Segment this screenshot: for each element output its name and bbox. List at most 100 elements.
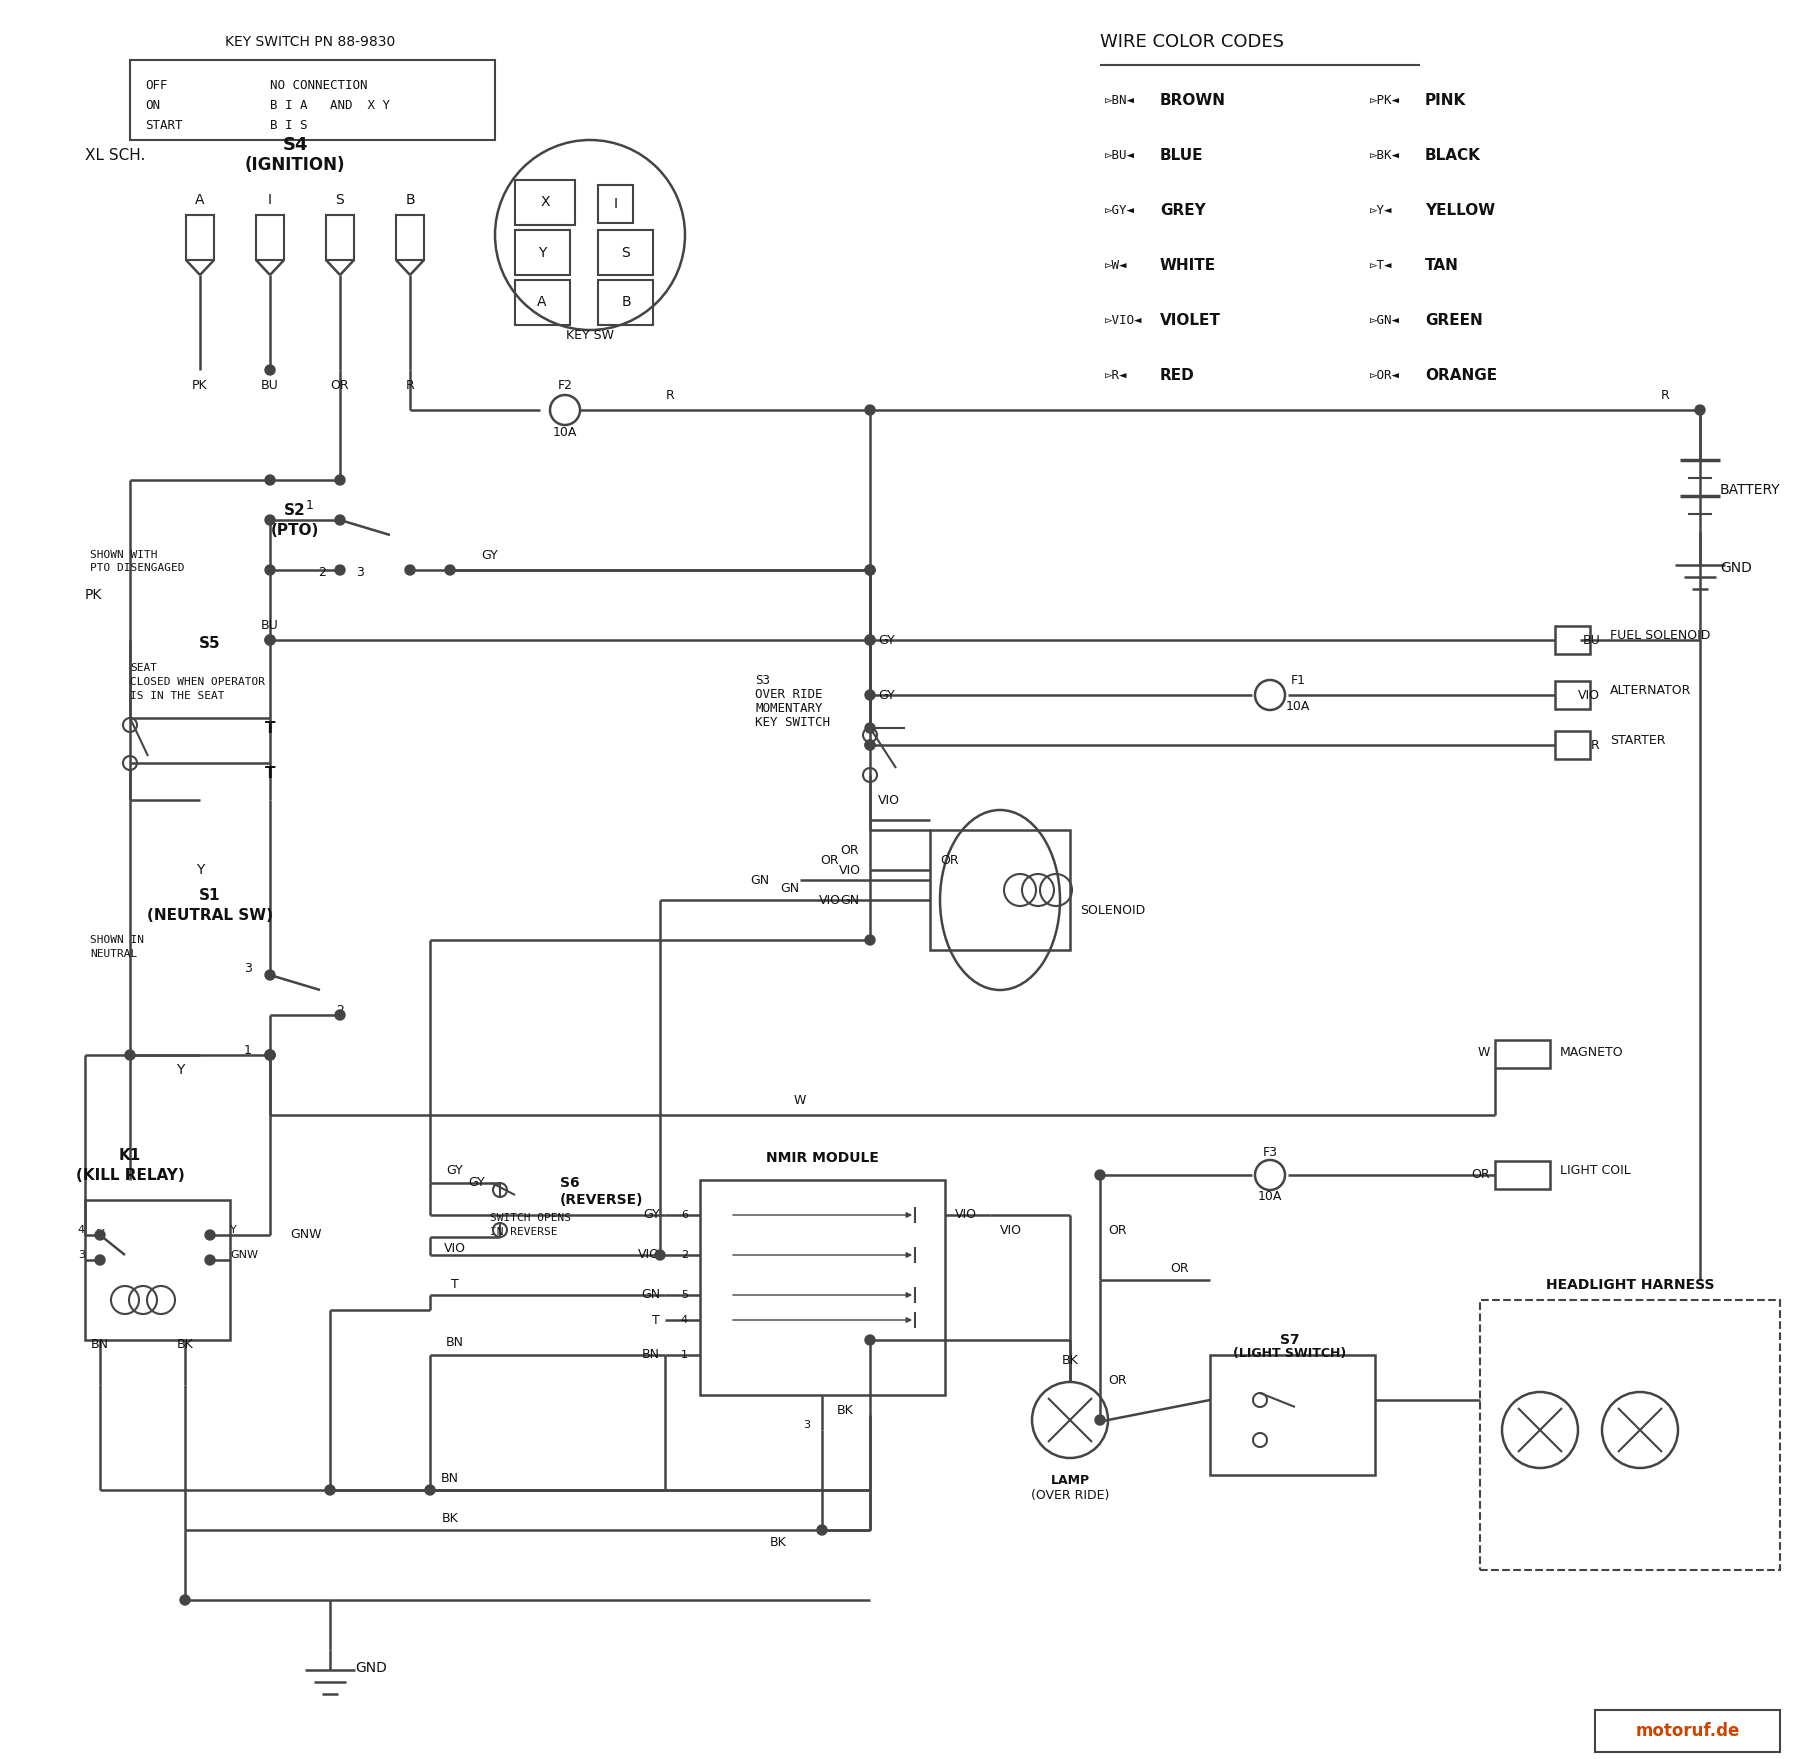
Text: RED: RED	[1159, 368, 1195, 382]
Text: LAMP: LAMP	[1051, 1474, 1089, 1486]
Text: VIO: VIO	[878, 793, 900, 806]
Text: B I S: B I S	[270, 118, 308, 132]
Circle shape	[866, 635, 875, 646]
Circle shape	[265, 1050, 275, 1061]
Text: GN: GN	[781, 881, 799, 895]
Circle shape	[866, 741, 875, 749]
Text: A: A	[194, 193, 205, 208]
Text: (LIGHT SWITCH): (LIGHT SWITCH)	[1233, 1347, 1346, 1360]
Text: OR: OR	[1109, 1374, 1127, 1386]
Text: 3: 3	[245, 962, 252, 974]
Circle shape	[265, 1050, 275, 1061]
Text: PK: PK	[193, 378, 207, 392]
Circle shape	[95, 1230, 104, 1240]
Circle shape	[265, 969, 275, 980]
Bar	[1480, 1300, 1780, 1571]
Text: SHOWN WITH: SHOWN WITH	[90, 551, 158, 559]
Text: T: T	[265, 721, 275, 735]
Text: K1: K1	[119, 1147, 140, 1163]
Circle shape	[335, 475, 346, 485]
Text: S: S	[621, 246, 630, 260]
Text: ▻BN◄: ▻BN◄	[1105, 93, 1136, 107]
Circle shape	[95, 1254, 104, 1265]
Text: GN: GN	[641, 1289, 661, 1302]
Text: 3: 3	[356, 565, 364, 579]
Bar	[1555, 732, 1589, 758]
Bar	[326, 215, 355, 260]
Text: GY: GY	[878, 688, 895, 702]
Text: GND: GND	[355, 1660, 387, 1675]
Circle shape	[866, 635, 875, 646]
Text: LIGHT COIL: LIGHT COIL	[1561, 1163, 1631, 1177]
Text: S5: S5	[200, 635, 221, 651]
Text: GY: GY	[482, 549, 499, 561]
Text: SEAT: SEAT	[130, 663, 157, 674]
Text: BK: BK	[770, 1536, 787, 1548]
Text: GREEN: GREEN	[1426, 313, 1483, 327]
Text: S1: S1	[200, 888, 221, 902]
Circle shape	[335, 1010, 346, 1020]
Circle shape	[866, 1335, 875, 1346]
Bar	[515, 179, 574, 225]
Text: SWITCH OPENS: SWITCH OPENS	[490, 1214, 571, 1223]
Text: 10A: 10A	[1258, 1189, 1282, 1203]
Text: 3: 3	[803, 1420, 810, 1430]
Text: BROWN: BROWN	[1159, 93, 1226, 107]
Circle shape	[425, 1485, 436, 1495]
Text: IN REVERSE: IN REVERSE	[490, 1228, 558, 1237]
Text: (IGNITION): (IGNITION)	[245, 157, 346, 174]
Text: T: T	[265, 765, 275, 781]
Text: OR: OR	[1170, 1261, 1190, 1275]
Text: Y: Y	[538, 246, 545, 260]
Circle shape	[265, 366, 275, 375]
Text: F3: F3	[1262, 1145, 1278, 1159]
Text: NMIR MODULE: NMIR MODULE	[765, 1150, 878, 1164]
Text: VIO: VIO	[956, 1208, 977, 1221]
Text: BK: BK	[176, 1339, 193, 1351]
Circle shape	[655, 1251, 664, 1259]
Text: 4: 4	[680, 1316, 688, 1325]
Circle shape	[866, 741, 875, 749]
Text: A: A	[536, 296, 547, 310]
Text: OR: OR	[331, 378, 349, 392]
Text: R: R	[1661, 389, 1669, 401]
Text: 1: 1	[245, 1043, 252, 1057]
Circle shape	[265, 565, 275, 575]
Circle shape	[335, 565, 346, 575]
Circle shape	[265, 635, 275, 646]
Text: S2: S2	[284, 503, 306, 517]
Text: 4: 4	[77, 1224, 85, 1235]
Text: MOMENTARY: MOMENTARY	[754, 702, 823, 714]
Text: VIO: VIO	[637, 1249, 661, 1261]
Bar	[396, 215, 425, 260]
Text: GY: GY	[468, 1177, 484, 1189]
Text: W: W	[794, 1094, 806, 1106]
Text: ▻T◄: ▻T◄	[1370, 259, 1393, 271]
Text: ▻VIO◄: ▻VIO◄	[1105, 313, 1143, 327]
Text: GNW: GNW	[230, 1251, 257, 1259]
Text: VIOLET: VIOLET	[1159, 313, 1220, 327]
Circle shape	[1094, 1170, 1105, 1180]
Text: 1: 1	[306, 498, 313, 512]
Text: ▻Y◄: ▻Y◄	[1370, 204, 1393, 216]
Text: 5: 5	[680, 1289, 688, 1300]
Circle shape	[405, 565, 416, 575]
Circle shape	[445, 565, 455, 575]
Text: BLACK: BLACK	[1426, 148, 1481, 162]
Text: KEY SWITCH: KEY SWITCH	[754, 716, 830, 728]
Text: X: X	[540, 195, 549, 209]
Circle shape	[817, 1525, 826, 1536]
Text: VIO: VIO	[1001, 1224, 1022, 1237]
Circle shape	[326, 1485, 335, 1495]
Text: ▻BK◄: ▻BK◄	[1370, 148, 1400, 162]
Text: BU: BU	[1582, 633, 1600, 647]
Text: 2: 2	[680, 1251, 688, 1259]
Text: S: S	[335, 193, 344, 208]
Text: S7: S7	[1280, 1333, 1300, 1347]
Circle shape	[265, 515, 275, 524]
Text: R: R	[666, 389, 675, 401]
Text: GN: GN	[751, 874, 770, 887]
Bar	[598, 185, 634, 223]
Bar	[1496, 1040, 1550, 1068]
Text: OFF: OFF	[146, 79, 167, 91]
